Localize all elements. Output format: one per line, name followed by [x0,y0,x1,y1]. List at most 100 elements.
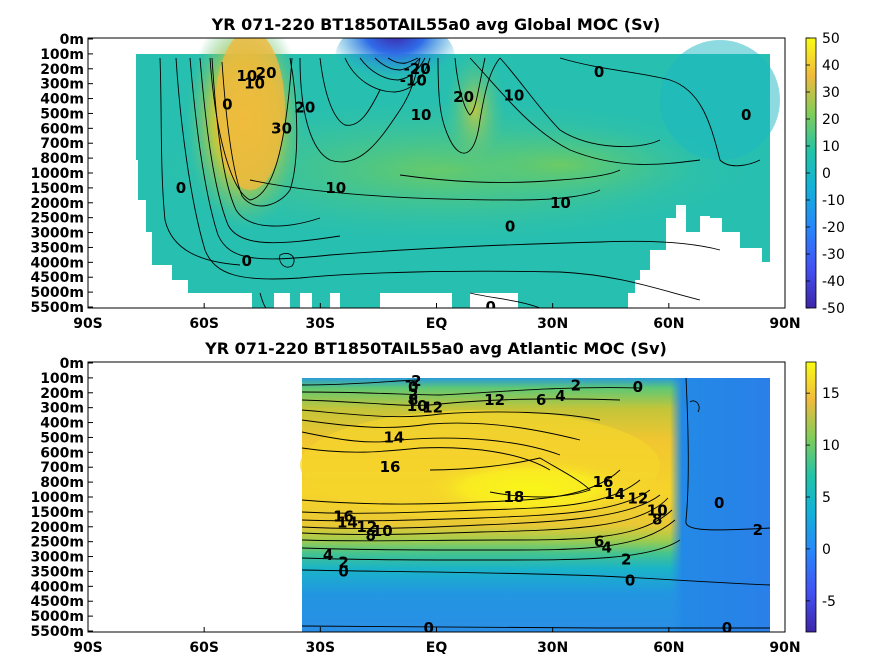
contour-m10 [344,57,431,93]
x-tick-label: EQ [426,640,448,656]
contour-label: 16 [333,507,354,525]
contour-label: 20 [256,64,277,82]
contour-label: 20 [453,88,474,106]
y-tick-label: 3000m [30,226,84,242]
x-tick-label: 90S [73,640,103,656]
contour-label: 14 [383,428,404,446]
contour-label: -2 [405,372,422,390]
c-a8 [301,497,669,535]
y-tick-label: 3500m [30,564,84,580]
contour-0-eq [437,57,501,154]
colorbar-tick-label: -40 [822,274,845,290]
atlantic-moc-panel: YR 071-220 BT1850TAIL55a0 avg Atlantic M… [30,339,839,656]
colorbar-tick-label: 40 [822,58,840,74]
y-tick-label: 700m [40,460,84,476]
x-tick-label: 90S [73,316,103,332]
c-a16 [301,469,621,505]
c-a0 [301,569,771,586]
contour-0-far-south [159,57,241,266]
contour-10-center [399,169,621,183]
contour-label: 0 [722,619,732,637]
y-tick-label: 2000m [30,520,84,536]
atlantic-contour-lines [301,377,771,629]
contour-label: 0 [408,378,418,396]
contour-label: 0 [594,63,604,81]
contour-label: 30 [271,119,292,137]
y-tick-label: 4000m [30,579,84,595]
atlantic-y-ticks: 0m100m200m300m400m500m600m700m800m1000m1… [30,356,93,640]
contour-10-inner [199,57,341,244]
contour-label: 10 [372,522,393,540]
contour-label: -10 [400,72,427,90]
contour-label: 2 [408,385,418,403]
colorbar-tick-label: -50 [822,301,845,317]
contour-label: 18 [504,488,525,506]
contour-0-north [559,57,761,167]
x-tick-label: 60S [189,640,219,656]
contour-label: 0 [338,562,348,580]
contour-bottom-2 [469,292,541,308]
y-tick-label: 1500m [30,505,84,521]
y-tick-label: 4500m [30,270,84,286]
y-tick-label: 600m [40,445,84,461]
c-a0-bottom [301,625,770,629]
contour-m30 [374,57,421,71]
c-a4b [301,519,676,551]
c-a2b [301,539,681,561]
northern-cell [660,40,780,160]
contour-label: 14 [337,513,358,531]
contour-10-north [499,57,661,147]
contour-label: 0 [714,494,724,512]
contour-20-mid [319,57,381,126]
colorbar-tick-label: 0 [822,166,831,182]
y-tick-label: 300m [40,401,84,417]
y-tick-label: 400m [40,416,84,432]
contour-label: 0 [424,619,434,637]
x-tick-label: 30S [306,316,336,332]
c-a6 [301,431,561,456]
y-tick-label: 300m [40,77,84,93]
y-tick-label: 4000m [30,255,84,271]
nordic-seas [670,378,770,632]
y-tick-label: 800m [40,475,84,491]
contour-label: 10 [325,179,346,197]
contour-label: 10 [550,194,571,212]
atlantic-x-ticks: 90S 60S 30S EQ 30N 60N 90N [73,627,801,656]
contour-20-eq [454,57,486,116]
contour-label: 0 [633,378,643,396]
y-tick-label: 1000m [30,166,84,182]
colorbar-tick-label: 15 [822,386,840,402]
y-tick-label: 2500m [30,535,84,551]
contour-label: 6 [594,533,604,551]
contour-label: 16 [380,458,401,476]
contour-bottom-1 [259,292,267,308]
colorbar-tick-label: 5 [822,490,831,506]
colorbar-tick-label: -20 [822,220,845,236]
atlantic-colorbar-ticks: 15 10 5 0 -5 [806,386,840,610]
contour-label: 0 [505,218,515,236]
contour-label: 10 [244,75,265,93]
c-north-blob [689,400,700,413]
colorbar-tick-label: 30 [822,85,840,101]
contour-label: 12 [422,399,443,417]
global-x-ticks: 90S 60S 30S EQ 30N 60N 90N [73,303,801,332]
contour-label: 10 [236,67,257,85]
contour-label: 10 [411,106,432,124]
contour-label: 16 [593,473,614,491]
global-y-ticks: 0m100m200m300m400m500m600m700m800m1000m1… [30,32,93,316]
contour-0-blob [279,253,295,268]
y-tick-label: 2000m [30,196,84,212]
contour-label: 8 [408,391,418,409]
colorbar-tick-label: -30 [822,247,845,263]
c-a3 [301,398,621,406]
c-a2 [301,387,641,396]
contour-label: 0 [741,106,751,124]
y-tick-label: 0m [60,356,84,372]
c-a7 [301,447,551,471]
y-tick-label: 200m [40,62,84,78]
colorbar-tick-label: 50 [822,31,840,47]
y-tick-label: 0m [60,32,84,48]
colorbar-tick-label: -10 [822,193,845,209]
